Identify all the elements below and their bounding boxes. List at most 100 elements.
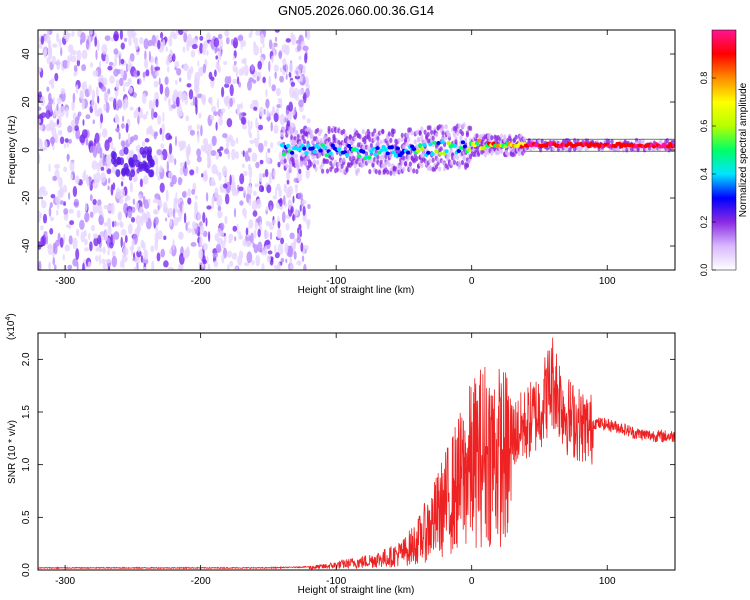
heatmap-cell (460, 131, 465, 137)
heatmap-cell (229, 260, 234, 267)
heatmap-cell (171, 174, 177, 185)
heatmap-cell (226, 264, 230, 270)
heatmap-cell (155, 165, 159, 177)
heatmap-cell (60, 46, 63, 57)
heatmap-cell (151, 260, 155, 270)
heatmap-cell (415, 168, 419, 175)
heatmap-cell (304, 151, 309, 155)
heatmap-cell (189, 129, 195, 136)
heatmap-cell (269, 231, 273, 240)
heatmap-cell (217, 210, 223, 219)
heatmap-cell (298, 223, 302, 230)
heatmap-cell (128, 36, 132, 47)
heatmap-cell (142, 114, 148, 120)
heatmap-cell (143, 146, 149, 155)
heatmap-cell (179, 77, 182, 82)
heatmap-cell (238, 68, 243, 76)
heatmap-cell (177, 176, 182, 186)
heatmap-cell (155, 222, 158, 234)
heatmap-cell (87, 261, 92, 268)
heatmap-cell (115, 79, 120, 92)
heatmap-cell (49, 202, 53, 208)
heatmap-cell (112, 250, 116, 257)
heatmap-cell (230, 139, 236, 147)
heatmap-cell (404, 161, 408, 167)
heatmap-cell (385, 151, 390, 156)
heatmap-cell (371, 146, 376, 151)
heatmap-cell (235, 66, 239, 77)
heatmap-cell (96, 39, 100, 52)
heatmap-cell (200, 144, 206, 152)
heatmap-cell (240, 42, 243, 51)
heatmap-cell (297, 44, 302, 52)
heatmap-cell (387, 131, 391, 137)
heatmap-cell (224, 76, 230, 85)
heatmap-cell (110, 37, 115, 42)
heatmap-cell (436, 141, 441, 145)
heatmap-cell (294, 208, 299, 217)
heatmap-cell (228, 104, 230, 110)
heatmap-cell (84, 202, 88, 212)
heatmap-cell (143, 249, 149, 261)
heatmap-cell (277, 229, 281, 239)
heatmap-cell (115, 169, 121, 178)
heatmap-cell (217, 66, 221, 73)
heatmap-cell (285, 143, 291, 148)
heatmap-cell (142, 242, 146, 251)
heatmap-cell (192, 43, 198, 50)
heatmap-cell (197, 60, 200, 67)
heatmap-cell (305, 169, 311, 179)
heatmap-cell (73, 124, 79, 132)
heatmap-cell (299, 229, 302, 238)
heatmap-cell (291, 35, 297, 46)
heatmap-cell (302, 205, 306, 216)
y-tick-label: 40 (21, 48, 32, 60)
heatmap-cell (251, 152, 258, 162)
heatmap-cell (107, 136, 113, 143)
heatmap-cell (134, 42, 139, 51)
heatmap-cell (207, 263, 211, 270)
heatmap-cell (76, 59, 81, 67)
heatmap-cell (374, 169, 378, 175)
heatmap-cell (328, 151, 333, 156)
heatmap-cell (393, 153, 398, 158)
heatmap-cell (187, 188, 191, 197)
heatmap-cell (113, 48, 119, 55)
heatmap-cell (187, 197, 192, 205)
heatmap-cell (172, 53, 176, 62)
heatmap-cell (255, 254, 261, 267)
heatmap-cell (297, 227, 300, 234)
heatmap-cell (258, 172, 263, 183)
heatmap-cell (529, 146, 533, 152)
heatmap-cell (139, 146, 145, 155)
heatmap-cell (259, 248, 263, 253)
heatmap-cell (58, 105, 65, 117)
heatmap-cell (89, 145, 95, 153)
x-tick-label: -100 (326, 276, 346, 287)
heatmap-cell (38, 139, 43, 150)
heatmap-cell (119, 77, 124, 87)
heatmap-cell (289, 264, 294, 270)
heatmap-cell (211, 164, 218, 175)
heatmap-cell (183, 32, 188, 43)
heatmap-cell (103, 104, 106, 112)
heatmap-cell (67, 44, 74, 53)
heatmap-cell (189, 124, 193, 131)
heatmap-cell (268, 60, 271, 72)
heatmap-cell (440, 140, 445, 145)
heatmap-cell (301, 199, 307, 205)
heatmap-cell (499, 148, 504, 154)
heatmap-cell (420, 126, 424, 132)
heatmap-cell (84, 247, 89, 252)
heatmap-cell (213, 260, 219, 268)
heatmap-noise-cells (38, 30, 311, 270)
heatmap-cell (135, 215, 142, 226)
heatmap-cell (257, 132, 260, 142)
heatmap-cell (72, 123, 75, 134)
heatmap-cell (124, 96, 128, 107)
heatmap-cell (230, 181, 236, 188)
heatmap-cell (122, 115, 125, 123)
heatmap-cell (283, 195, 286, 206)
heatmap-cell (221, 86, 225, 98)
heatmap-cell (231, 252, 238, 260)
